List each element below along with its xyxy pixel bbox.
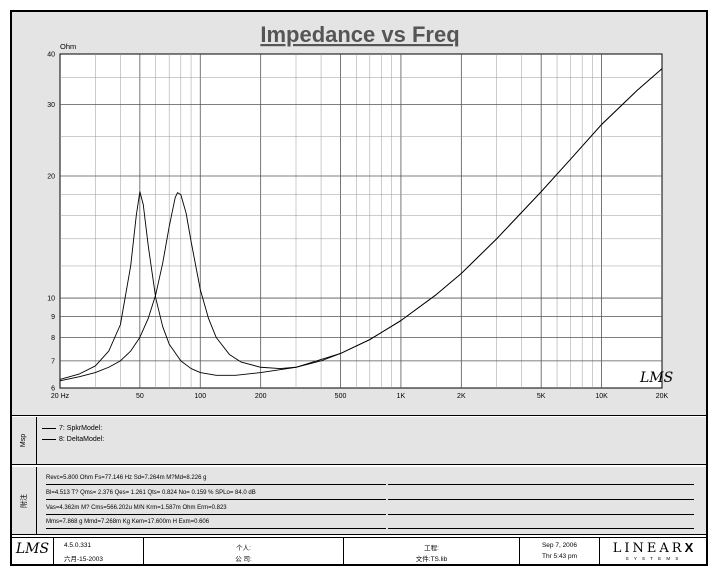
parameters-section: 附注 Revc=5.800 Ohm Fs=77.146 Hz Sd=7.264m… [12, 467, 706, 535]
y-tick-label: 9 [51, 314, 55, 321]
legend-item-spkr-model: 7: SpkrModel: [42, 425, 102, 432]
params-side-label: 附注 [12, 467, 37, 534]
footer-bar: LMS 4.5.0.331 六月-15-2003 个人: 公 司: 工程: 文件… [12, 537, 706, 564]
lms-logo: LMS [15, 541, 50, 557]
person-label: 个人: [236, 545, 251, 552]
legend-line-swatch [42, 439, 56, 440]
y-tick-label: 8 [51, 335, 55, 342]
y-tick-label: 6 [51, 386, 55, 393]
footer-project-cell: 工程: 文件:TS.lib [344, 538, 520, 564]
impedance-chart: Impedance vs Freq Ohm 20 Hz 50 100 200 500 1K… [47, 22, 673, 401]
param-row: Revc=5.800 Ohm Fs=77.146 Hz Sd=7.264m M?… [46, 473, 386, 485]
y-tick-label: 40 [47, 52, 55, 59]
brand-logo: LINEARX [600, 540, 706, 556]
param-row: Mms=7.868 g Mmd=7.268m Kg Kem=17.600m H … [46, 517, 386, 529]
x-tick-label: 20K [656, 393, 669, 400]
tick-layer: 20 Hz 50 100 200 500 1K 2K 5K 10K 20K 6 7 8 9 10 20 30 40 [47, 52, 668, 401]
x-tick-label: 10K [595, 393, 608, 400]
x-tick-label: 50 [136, 393, 144, 400]
param-blank-line [388, 517, 694, 529]
series-layer [59, 68, 663, 382]
x-tick-label: 200 [255, 393, 267, 400]
param-blank-line [388, 503, 694, 515]
legend-line-swatch [42, 428, 56, 429]
y-axis-unit-label: Ohm [60, 42, 76, 51]
param-row: Bl=4.513 T? Qms= 2.376 Qes= 1.261 Qts= 0… [46, 488, 386, 500]
param-blank-line [388, 473, 694, 485]
x-tick-label: 20 Hz [51, 393, 70, 400]
brand-name: LINEAR [612, 541, 685, 556]
legend-side-label: Msp [12, 417, 37, 464]
grid-layer [59, 53, 663, 389]
lms-watermark: LMS [639, 370, 673, 386]
legend-label: 7: SpkrModel: [59, 425, 103, 432]
param-blank-line [388, 488, 694, 500]
version-text: 4.5.0.331 [64, 542, 92, 549]
x-tick-label: 5K [537, 393, 546, 400]
legend-label: 8: DeltaModel: [59, 436, 105, 443]
chart-panel: Impedance vs Freq Ohm 20 Hz 50 100 200 500 1K… [12, 12, 706, 416]
project-label: 工程: [424, 545, 439, 552]
param-row: Vas=4.362m M? Cms=566.202u M/N Krm=1.587… [46, 503, 386, 515]
footer-date-cell: Sep 7, 2006 Thr 5:43 pm [520, 538, 600, 564]
brand-x: X [684, 540, 694, 555]
x-tick-label: 2K [457, 393, 466, 400]
date-text: Sep 7, 2006 [541, 542, 578, 549]
company-label: 公 司: [235, 556, 252, 563]
brand-subtitle: S Y S T E M S [625, 556, 681, 561]
version-date-text: 六月-15-2003 [64, 556, 104, 563]
footer-logo-cell: LMS [12, 538, 54, 564]
y-tick-label: 7 [51, 358, 55, 365]
legend-section: Msp 7: SpkrModel: 8: DeltaModel: [12, 417, 706, 465]
y-tick-label: 30 [47, 102, 55, 109]
time-text: Thr 5:43 pm [541, 553, 578, 560]
file-label: 文件:TS.lib [415, 556, 448, 563]
footer-version-cell: 4.5.0.331 六月-15-2003 [54, 538, 144, 564]
y-tick-label: 20 [47, 174, 55, 181]
footer-brand-cell: LINEARX S Y S T E M S [600, 538, 706, 564]
footer-person-cell: 个人: 公 司: [144, 538, 344, 564]
x-tick-label: 500 [335, 393, 347, 400]
x-tick-label: 1K [397, 393, 406, 400]
y-tick-label: 10 [47, 296, 55, 303]
chart-title: Impedance vs Freq [260, 22, 459, 47]
x-tick-label: 100 [194, 393, 206, 400]
legend-item-delta-model: 8: DeltaModel: [42, 436, 104, 443]
series-line-2 [59, 68, 663, 382]
plot-background [59, 53, 663, 389]
